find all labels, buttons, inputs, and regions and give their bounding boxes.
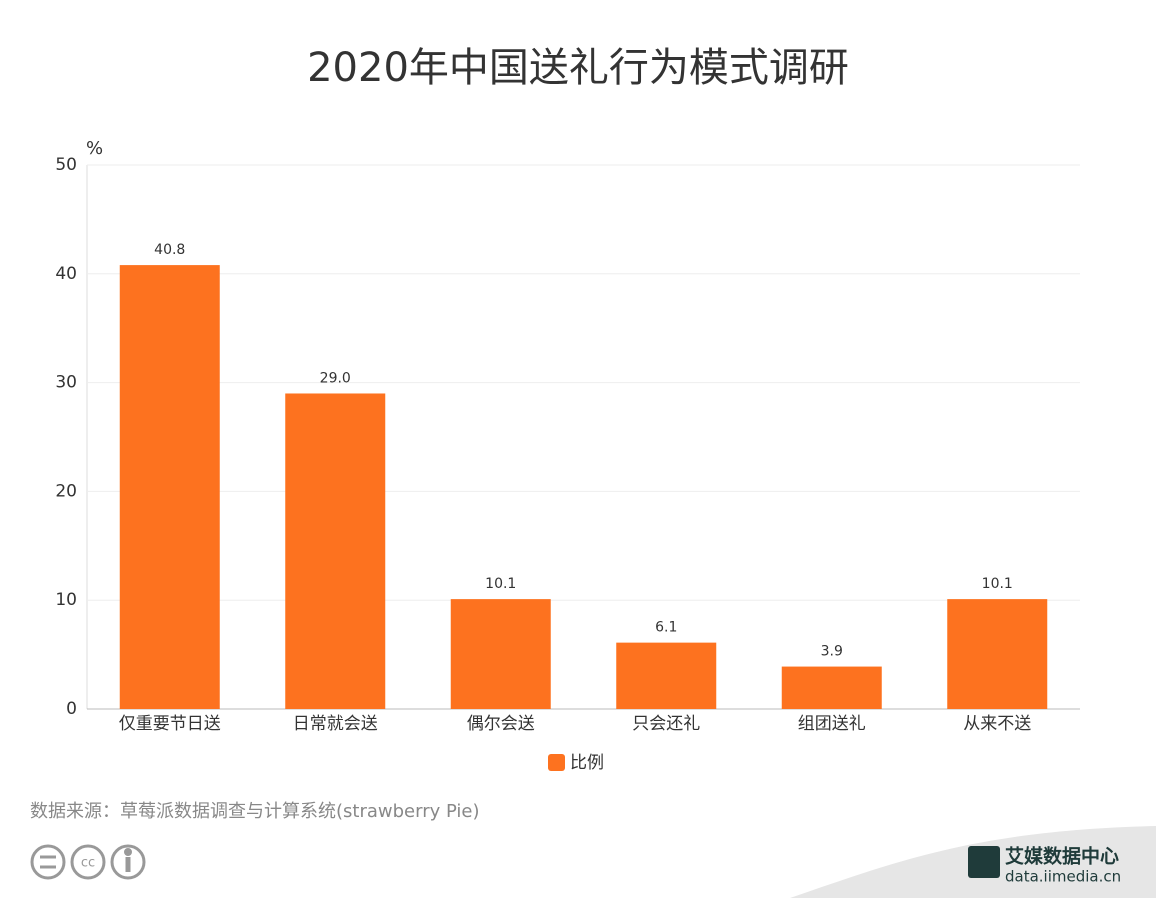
- value-label: 6.1: [655, 620, 677, 636]
- legend-swatch: [548, 754, 565, 771]
- y-tick-label: 50: [55, 155, 77, 175]
- value-label: 3.9: [821, 644, 843, 660]
- source: 数据来源：草莓派数据调查与计算系统(strawberry Pie): [30, 801, 480, 822]
- x-tick-label: 偶尔会送: [467, 714, 535, 734]
- value-label: 10.1: [982, 576, 1013, 592]
- y-tick-label: 30: [55, 373, 77, 393]
- bar: [450, 599, 551, 709]
- bar: [616, 642, 717, 709]
- bar: [947, 599, 1048, 709]
- x-tick-label: 日常就会送: [293, 714, 378, 734]
- y-tick-label: 40: [55, 264, 77, 284]
- bar: [781, 666, 882, 709]
- value-label: 40.8: [154, 242, 185, 258]
- x-tick-label: 组团送礼: [798, 714, 866, 734]
- value-label: 10.1: [485, 576, 516, 592]
- cc-icons: cc: [30, 844, 146, 880]
- x-tick-label: 从来不送: [963, 714, 1031, 734]
- legend-label: 比例: [570, 753, 604, 773]
- logo-icon: [968, 846, 1000, 878]
- x-tick-label: 仅重要节日送: [119, 714, 221, 734]
- logo-url: data.iimedia.cn: [1005, 868, 1121, 886]
- y-tick-label: 10: [55, 590, 77, 610]
- bar: [285, 393, 386, 709]
- y-tick-label: 0: [66, 699, 77, 719]
- bar: [119, 265, 220, 709]
- logo-name: 艾媒数据中心: [1005, 845, 1119, 868]
- chart-title: 2020年中国送礼行为模式调研: [307, 45, 849, 91]
- svg-text:cc: cc: [81, 856, 95, 871]
- y-unit: %: [86, 138, 103, 159]
- value-label: 29.0: [320, 370, 351, 386]
- x-tick-label: 只会还礼: [632, 714, 700, 734]
- y-tick-label: 20: [55, 481, 77, 501]
